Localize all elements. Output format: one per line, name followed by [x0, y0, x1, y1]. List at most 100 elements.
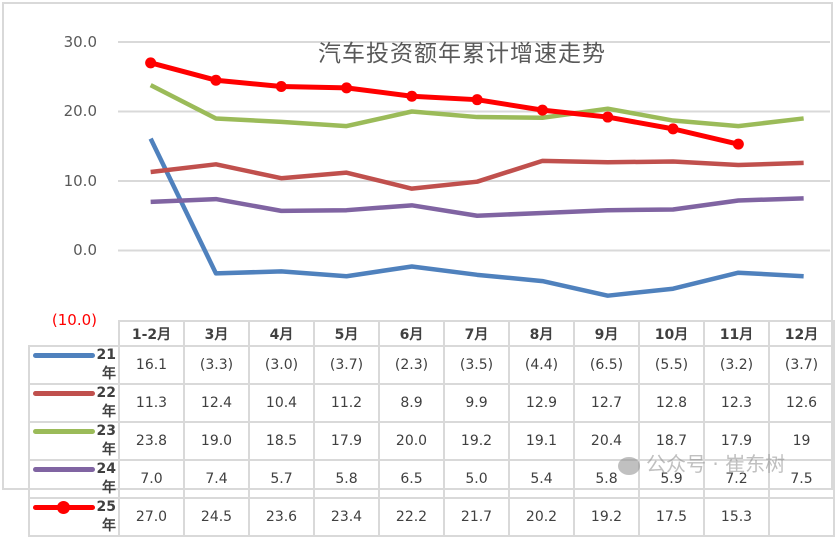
table-cell: (3.3)	[183, 345, 250, 385]
table-cell: 17.5	[638, 497, 705, 537]
legend-key-cell: 23年	[28, 421, 120, 461]
table-row-series: 25年 27.0 24.5 23.6 23.4 22.2 21.7 20.2 19.2 17.5 1…	[28, 497, 835, 537]
table-cell: 7.4	[183, 459, 250, 499]
col-header: 10月	[638, 320, 705, 347]
table-cell: 7.0	[118, 459, 185, 499]
table-cell: 8.9	[378, 383, 445, 423]
col-header: 9月	[573, 320, 640, 347]
table-cell: 22.2	[378, 497, 445, 537]
table-cell: 12.4	[183, 383, 250, 423]
table-row-series: 23年 23.8 19.0 18.5 17.9 20.0 19.2 19.1 20.4 18.7 1…	[28, 421, 835, 461]
legend-line-icon	[32, 390, 95, 396]
series-name: 24年	[96, 461, 116, 496]
table-cell: (3.2)	[703, 345, 770, 385]
series-line	[150, 158, 804, 191]
data-point-marker	[536, 104, 548, 116]
legend-key-cell: 21年	[28, 345, 120, 385]
data-point-marker	[341, 82, 353, 94]
legend-marker-icon	[56, 500, 70, 514]
table-cell: 23.8	[118, 421, 185, 461]
table-cell: 20.0	[378, 421, 445, 461]
col-header: 7月	[443, 320, 510, 347]
table-cell	[768, 497, 835, 537]
table-cell: 23.6	[248, 497, 315, 537]
table-cell: 18.7	[638, 421, 705, 461]
col-header: 5月	[313, 320, 380, 347]
table-cell: 27.0	[118, 497, 185, 537]
col-header: 3月	[183, 320, 250, 347]
table-cell: (6.5)	[573, 345, 640, 385]
col-header: 4月	[248, 320, 315, 347]
chart-title: 汽车投资额年累计增速走势	[318, 41, 606, 67]
data-point-marker	[275, 80, 287, 92]
table-cell: 19.2	[443, 421, 510, 461]
table-cell: 20.4	[573, 421, 640, 461]
table-cell: 17.9	[703, 421, 770, 461]
table-cell: 12.7	[573, 383, 640, 423]
data-table: 1-2月 3月 4月 5月 6月 7月 8月 9月 10月 11月 12月 21…	[28, 320, 835, 537]
data-point-marker	[210, 74, 222, 86]
table-cell: 20.2	[508, 497, 575, 537]
watermark-text: 公众号 · 崔东树	[646, 452, 786, 476]
series-name: 22年	[96, 385, 116, 420]
series-line	[148, 137, 804, 298]
table-cell: 11.3	[118, 383, 185, 423]
table-cell: 19.0	[183, 421, 250, 461]
table-cell: 5.0	[443, 459, 510, 499]
col-header: 12月	[768, 320, 835, 347]
table-cell: 23.4	[313, 497, 380, 537]
col-header: 6月	[378, 320, 445, 347]
table-cell: 16.1	[118, 345, 185, 385]
table-cell: 18.5	[248, 421, 315, 461]
table-cell: (3.7)	[313, 345, 380, 385]
legend-line-icon	[32, 428, 95, 434]
legend-line-icon	[32, 500, 95, 514]
legend-line-icon	[32, 352, 95, 358]
table-cell: 24.5	[183, 497, 250, 537]
table-cell: 5.4	[508, 459, 575, 499]
table-cell: 12.8	[638, 383, 705, 423]
table-cell: 12.3	[703, 383, 770, 423]
table-cell: 19.2	[573, 497, 640, 537]
data-point-marker	[471, 94, 483, 106]
table-cell: 6.5	[378, 459, 445, 499]
col-header: 8月	[508, 320, 575, 347]
table-cell: 19	[768, 421, 835, 461]
legend-line-icon	[32, 466, 95, 472]
y-tick-0: 0.0	[73, 241, 97, 259]
table-cell: 10.4	[248, 383, 315, 423]
data-point-marker	[145, 57, 157, 69]
legend-key-cell: 25年	[28, 497, 120, 537]
y-tick-30: 30.0	[63, 33, 97, 51]
table-cell: (3.0)	[248, 345, 315, 385]
table-cell: 12.9	[508, 383, 575, 423]
y-tick-10: 10.0	[63, 172, 97, 190]
data-point-marker	[732, 138, 744, 150]
series-name: 25年	[96, 499, 116, 534]
table-cell: (5.5)	[638, 345, 705, 385]
table-cell: (3.5)	[443, 345, 510, 385]
y-tick-neg10: (10.0)	[51, 311, 97, 329]
table-cell: 11.2	[313, 383, 380, 423]
table-cell: 19.1	[508, 421, 575, 461]
table-row-series: 21年 16.1 (3.3) (3.0) (3.7) (2.3) (3.5) (4.4) (6.…	[28, 345, 835, 385]
table-cell: 5.8	[313, 459, 380, 499]
table-row-series: 22年 11.3 12.4 10.4 11.2 8.9 9.9 12.9 12.7 12.8 12.…	[28, 383, 835, 423]
table-cell: (3.7)	[768, 345, 835, 385]
table-corner	[29, 321, 119, 346]
series-line	[150, 60, 739, 147]
line-chart-plot	[118, 41, 830, 298]
table-cell: 15.3	[703, 497, 770, 537]
data-point-marker	[406, 90, 418, 102]
y-tick-20: 20.0	[63, 102, 97, 120]
series-line	[149, 83, 804, 129]
table-cell: (2.3)	[378, 345, 445, 385]
legend-key-cell: 24年	[28, 459, 120, 499]
table-header-row: 1-2月 3月 4月 5月 6月 7月 8月 9月 10月 11月 12月	[29, 320, 835, 347]
legend-key-cell: 22年	[28, 383, 120, 423]
table-cell: (4.4)	[508, 345, 575, 385]
table-cell: 12.6	[768, 383, 835, 423]
col-header: 1-2月	[118, 320, 185, 347]
data-point-marker	[667, 123, 679, 135]
table-cell: 9.9	[443, 383, 510, 423]
